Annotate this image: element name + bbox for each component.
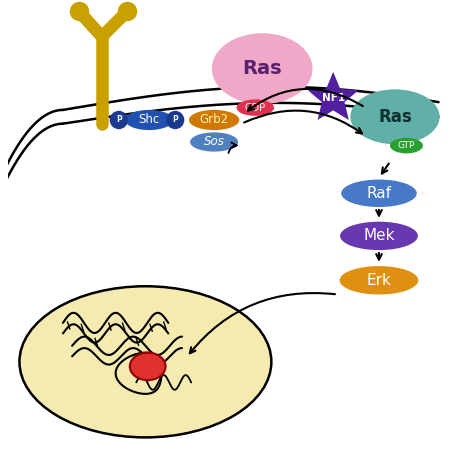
Text: Grb2: Grb2 [200,114,228,126]
Ellipse shape [237,99,274,116]
Ellipse shape [109,111,128,129]
Text: Sos: Sos [204,136,225,148]
Ellipse shape [125,110,173,130]
Ellipse shape [189,110,239,130]
Text: NF1: NF1 [322,93,345,104]
Text: Ras: Ras [378,108,412,126]
Text: Ras: Ras [242,59,282,78]
Text: Mek: Mek [363,229,395,243]
Ellipse shape [19,286,271,437]
Text: Shc: Shc [138,114,160,126]
Text: P: P [172,115,178,125]
Ellipse shape [166,111,184,129]
Ellipse shape [190,132,238,152]
Text: Erk: Erk [366,273,392,288]
Ellipse shape [350,89,440,144]
Ellipse shape [341,180,417,207]
Text: P: P [116,115,122,125]
Text: Raf: Raf [366,186,392,201]
Polygon shape [308,72,358,120]
Ellipse shape [212,33,312,104]
Text: GDP: GDP [245,103,266,113]
Ellipse shape [339,266,419,294]
Text: GTP: GTP [398,141,415,150]
Ellipse shape [340,222,418,250]
Ellipse shape [130,353,165,380]
Ellipse shape [390,138,423,153]
